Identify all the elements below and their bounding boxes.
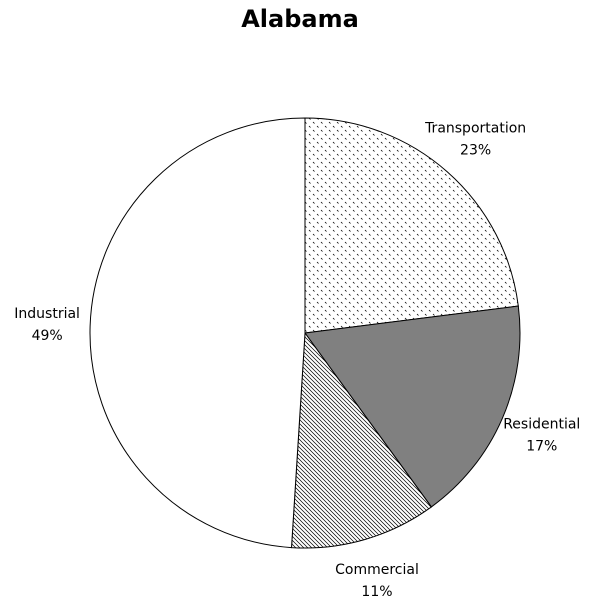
value-label: 49% — [32, 328, 63, 344]
chart-title: Alabama — [241, 5, 359, 33]
value-label: 23% — [460, 142, 491, 158]
pie-slice — [89, 117, 306, 549]
slice-label: Industrial — [14, 306, 80, 322]
pie-slice — [304, 117, 519, 334]
pie-slice — [304, 305, 521, 508]
value-label: 11% — [361, 584, 392, 598]
slice-label: Residential — [503, 416, 580, 432]
value-label: 17% — [526, 438, 557, 454]
slice-label: Transportation — [424, 120, 526, 136]
pie-slice — [290, 331, 433, 549]
slice-label: Commercial — [335, 562, 419, 578]
